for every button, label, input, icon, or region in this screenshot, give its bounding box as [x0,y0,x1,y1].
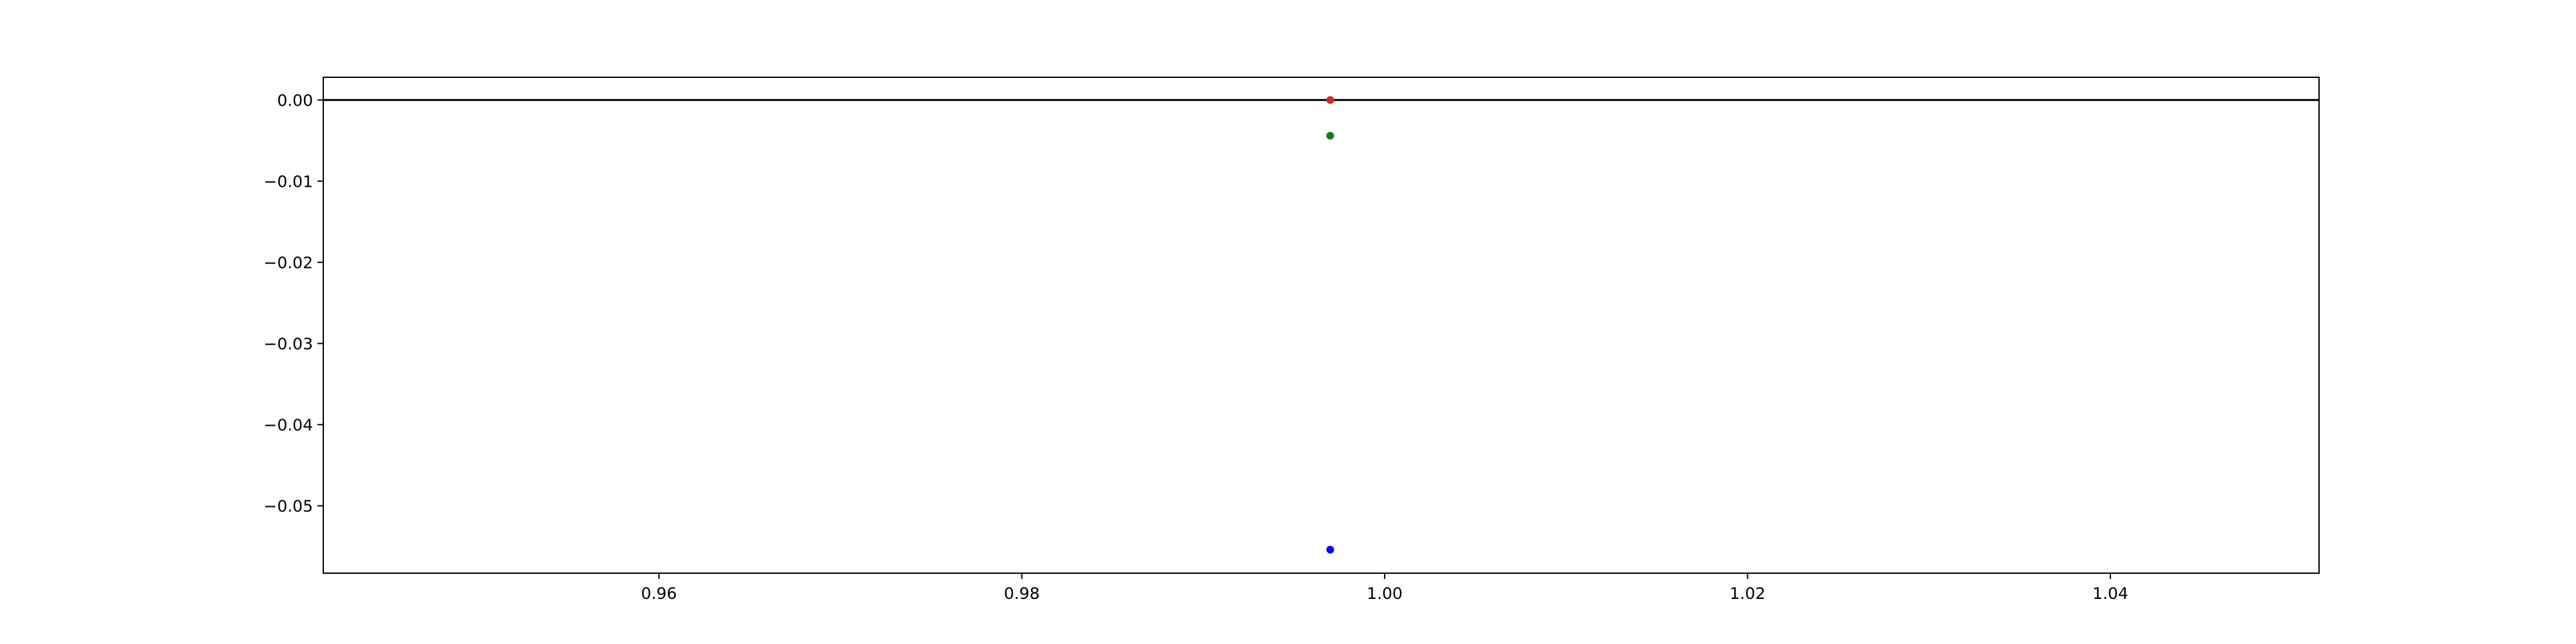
y-tick-label: −0.04 [263,415,313,434]
x-tick-label: 0.96 [641,584,677,603]
x-tick-label: 0.98 [1004,584,1040,603]
x-tick-label: 1.02 [1730,584,1766,603]
y-tick-label: 0.00 [277,91,313,109]
plot-frame [323,77,2320,574]
data-point [1326,96,1334,104]
y-tick-label: −0.03 [263,334,313,353]
y-tick-label: −0.01 [263,172,313,191]
y-axis: 0.00 −0.01 −0.02 −0.03 −0.04 −0.05 [263,91,323,515]
plot-area [323,77,2320,574]
x-axis: 0.96 0.98 1.00 1.02 1.04 [641,573,2128,603]
data-point [1326,545,1334,554]
y-tick-label: −0.05 [263,497,313,515]
x-tick-label: 1.04 [2092,584,2128,603]
data-point [1326,131,1334,140]
y-tick-label: −0.02 [263,253,313,272]
data-points [1326,96,1334,554]
x-tick-label: 1.00 [1367,584,1403,603]
